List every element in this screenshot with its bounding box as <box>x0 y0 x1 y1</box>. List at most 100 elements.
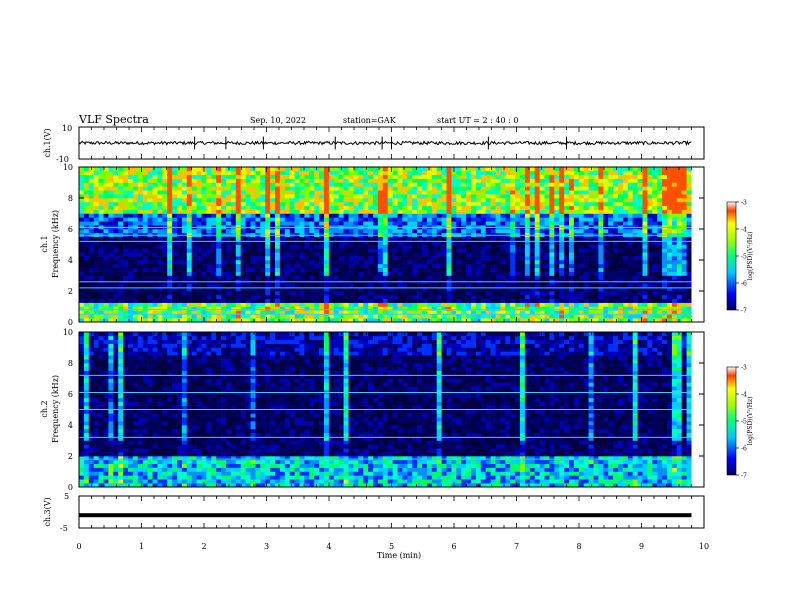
spectrogram-cell <box>647 314 653 319</box>
spectrogram-cell <box>608 298 614 303</box>
spectrogram-cell <box>132 267 139 272</box>
spectrogram-cell <box>201 287 207 292</box>
spectrogram-cell <box>392 256 398 261</box>
spectrogram-cell <box>314 201 320 207</box>
spectrogram-cell <box>123 221 129 226</box>
spectrogram-cell <box>368 267 374 272</box>
spectrogram-cell <box>647 287 653 292</box>
spectrogram-cell <box>377 217 384 222</box>
spectrogram-cell <box>598 294 604 300</box>
spectrogram-cell <box>490 209 496 214</box>
spectrogram-cell <box>402 260 408 265</box>
spectrogram-cell <box>554 221 560 226</box>
spectrogram-cell <box>402 310 408 315</box>
spectrogram-cell <box>510 291 516 296</box>
spectrogram-cell <box>475 178 482 183</box>
spectrogram-cell <box>382 256 388 261</box>
spectrogram-cell <box>284 256 290 261</box>
spectrogram-cell <box>83 267 90 272</box>
spectrogram-cell <box>142 263 148 269</box>
spectrogram-cell <box>289 209 295 214</box>
spectrogram-cell <box>681 221 687 226</box>
spectrogram-cell <box>348 271 354 276</box>
spectrogram-cell <box>637 182 643 187</box>
spectrogram-cell <box>147 314 153 319</box>
spectrogram-cell <box>657 221 663 226</box>
spectrogram-cell <box>520 275 526 280</box>
spectrogram-cell <box>466 252 472 257</box>
spectrogram-cell <box>387 186 393 191</box>
spectrogram-cell <box>382 186 388 191</box>
spectrogram-cell <box>441 306 447 311</box>
spectrogram-cell <box>471 229 477 234</box>
spectrogram-cell <box>211 263 217 269</box>
spectrogram-cell <box>108 190 114 195</box>
spectrogram-cell <box>103 182 109 187</box>
spectrogram-cell <box>627 190 633 195</box>
spectrogram-cell <box>485 256 491 261</box>
spectrogram-cell <box>279 306 286 311</box>
spectrogram-cell <box>593 236 599 241</box>
spectrogram-cell <box>186 213 192 218</box>
spectrogram-cell <box>83 256 90 261</box>
spectrogram-cell <box>191 256 197 261</box>
spectrogram-cell <box>314 178 320 183</box>
spectrogram-cell <box>613 194 619 199</box>
spectrogram-cell <box>622 298 629 303</box>
spectrogram-cell <box>196 194 202 199</box>
spectrogram-cell <box>132 275 139 280</box>
spectrogram-cell <box>426 194 433 199</box>
spectrogram-cell <box>662 252 668 257</box>
spectrogram-cell <box>471 221 477 226</box>
spectrogram-cell <box>569 298 575 303</box>
spectrogram-cell <box>206 291 212 296</box>
spectrogram-cell <box>157 190 163 195</box>
spectrogram-cell <box>103 302 109 307</box>
spectrogram-cell <box>495 174 501 179</box>
spectrogram-cell <box>299 248 305 253</box>
spectrogram-cell <box>524 201 531 207</box>
spectrogram-cell <box>515 174 521 179</box>
spectrogram-cell <box>544 170 550 176</box>
spectrogram-cell <box>637 209 643 214</box>
spectrogram-cell <box>206 263 212 269</box>
spectrogram-cell <box>466 209 472 214</box>
spectrogram-cell <box>431 271 437 276</box>
spectrogram-cell <box>667 201 673 207</box>
spectrogram-cell <box>373 291 379 296</box>
spectrogram-cell <box>137 248 143 253</box>
spectrogram-cell <box>632 244 638 249</box>
spectrogram-cell <box>422 314 428 319</box>
spectrogram-cell <box>358 298 364 303</box>
spectrogram-cell <box>142 291 148 296</box>
spectrogram-cell <box>392 310 398 315</box>
spectrogram-cell <box>299 221 305 226</box>
spectrogram-cell <box>319 170 325 176</box>
spectrogram-cell <box>83 229 90 234</box>
spectrogram-cell <box>186 314 192 319</box>
spectrogram-cell <box>608 186 614 191</box>
spectrogram-cell <box>412 194 418 199</box>
spectrogram-cell <box>544 310 550 315</box>
spectrogram-cell <box>524 213 531 218</box>
spectrogram-cell <box>226 240 232 245</box>
spectrogram-cell <box>544 229 550 234</box>
spectrogram-cell <box>657 178 663 183</box>
spectrogram-cell <box>510 283 516 288</box>
spectrogram-cell <box>417 198 423 203</box>
spectrogram-cell <box>397 287 403 292</box>
spectrogram-cell <box>363 271 369 276</box>
spectrogram-cell <box>554 167 560 172</box>
spectrogram-cell <box>637 294 643 300</box>
spectrogram-cell <box>461 236 467 241</box>
spectrogram-cell <box>235 205 241 210</box>
spectrogram-cell <box>113 256 119 261</box>
spectrogram-cell <box>426 217 433 222</box>
spectrogram-cell <box>162 291 168 296</box>
spectrogram-cell <box>402 256 408 261</box>
spectrogram-cell <box>446 209 452 214</box>
spectrogram-cell <box>128 205 134 210</box>
spectrogram-cell <box>392 287 398 292</box>
spectrogram-cell <box>622 260 629 265</box>
spectrogram-cell <box>333 275 339 280</box>
